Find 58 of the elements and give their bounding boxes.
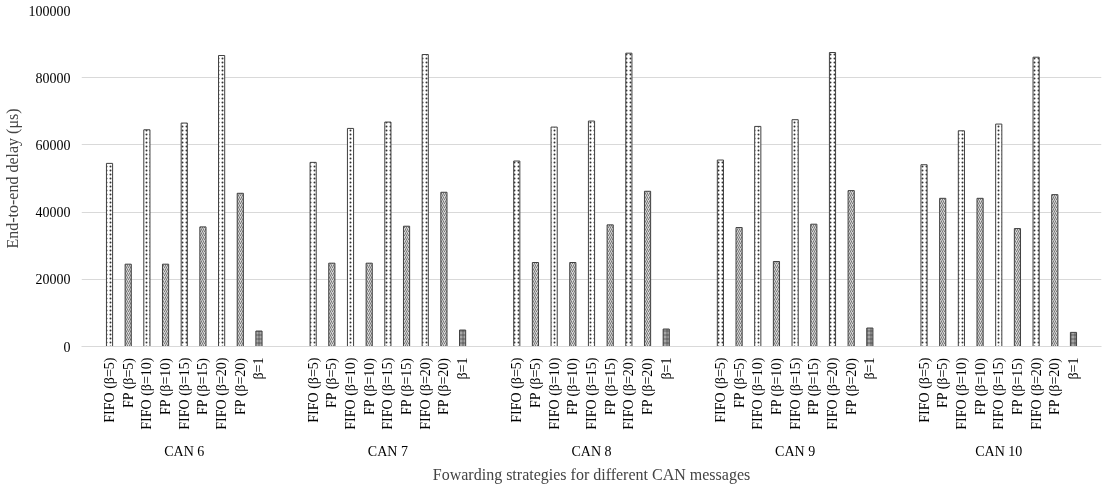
- x-tick-label: FP (β=10): [361, 357, 378, 415]
- x-tick-label: FIFO (β=15): [787, 357, 804, 430]
- x-tick-label: FIFO (β=20): [824, 357, 841, 430]
- x-tick-label: β=1: [251, 357, 267, 380]
- x-tick-label: FP (β=20): [1047, 357, 1064, 415]
- x-tick-label: FIFO (β=15): [380, 357, 397, 430]
- y-tick-label: 60000: [35, 137, 71, 153]
- y-tick-label: 40000: [35, 205, 71, 221]
- x-tick-label: β=1: [455, 357, 471, 380]
- y-tick-label: 80000: [35, 70, 71, 86]
- x-tick-label: FIFO (β=10): [343, 357, 360, 430]
- y-axis-title: End-to-end delay (μs): [3, 108, 22, 249]
- x-tick-label: FP (β=10): [972, 357, 989, 415]
- y-tick-label: 100000: [28, 3, 71, 19]
- x-tick-label: FP (β=10): [565, 357, 582, 415]
- x-tick-label: FIFO (β=10): [546, 357, 563, 430]
- x-tick-label: FP (β=5): [527, 357, 544, 408]
- x-tick-label: β=1: [1065, 357, 1081, 380]
- x-tick-label: FIFO (β=5): [509, 357, 526, 423]
- x-tick-label: FP (β=20): [436, 357, 453, 415]
- x-tick-label: FP (β=5): [324, 357, 341, 408]
- x-axis-title: Fowarding strategies for different CAN messages: [432, 465, 751, 484]
- x-tick-label: FIFO (β=5): [102, 357, 119, 423]
- x-tick-label: FIFO (β=20): [621, 357, 638, 430]
- x-tick-label: FIFO (β=15): [176, 357, 193, 430]
- text: CAN 8: [571, 443, 612, 459]
- x-tick-label: FIFO (β=10): [750, 357, 767, 430]
- x-tick-label: FP (β=15): [1009, 357, 1026, 415]
- text: CAN 9: [775, 443, 816, 459]
- x-tick-label: FIFO (β=10): [953, 357, 970, 430]
- x-tick-label: FIFO (β=15): [991, 357, 1008, 430]
- x-tick-label: FP (β=15): [806, 357, 823, 415]
- x-tick-label: FP (β=10): [768, 357, 785, 415]
- text: CAN 7: [367, 443, 408, 459]
- x-tick-label: FIFO (β=5): [712, 357, 729, 423]
- x-tick-label: FP (β=20): [640, 357, 657, 415]
- x-tick-label: β=1: [658, 357, 674, 380]
- x-tick-label: β=1: [862, 357, 878, 380]
- x-tick-label: FP (β=15): [602, 357, 619, 415]
- x-tick-label: FP (β=15): [399, 357, 416, 415]
- x-tick-label: FP (β=15): [195, 357, 212, 415]
- x-tick-label: FIFO (β=10): [139, 357, 156, 430]
- y-tick-label: 0: [63, 339, 71, 355]
- x-tick-label: FP (β=20): [843, 357, 860, 415]
- y-tick-label: 20000: [35, 272, 71, 288]
- x-tick-label: FIFO (β=5): [916, 357, 933, 423]
- text: CAN 10: [975, 443, 1023, 459]
- x-tick-label: FP (β=20): [232, 357, 249, 415]
- x-tick-label: FIFO (β=15): [584, 357, 600, 430]
- x-tick-label: FIFO (β=20): [417, 357, 434, 430]
- x-tick-label: FIFO (β=5): [305, 357, 322, 423]
- x-tick-label: FP (β=5): [120, 357, 137, 408]
- x-tick-label: FIFO (β=20): [1028, 357, 1045, 430]
- x-tick-label: FP (β=5): [935, 357, 952, 408]
- x-tick-label: FP (β=10): [158, 357, 175, 415]
- x-tick-label: FP (β=5): [731, 357, 748, 408]
- x-tick-label: FIFO (β=20): [214, 357, 231, 430]
- text: CAN 6: [164, 443, 205, 459]
